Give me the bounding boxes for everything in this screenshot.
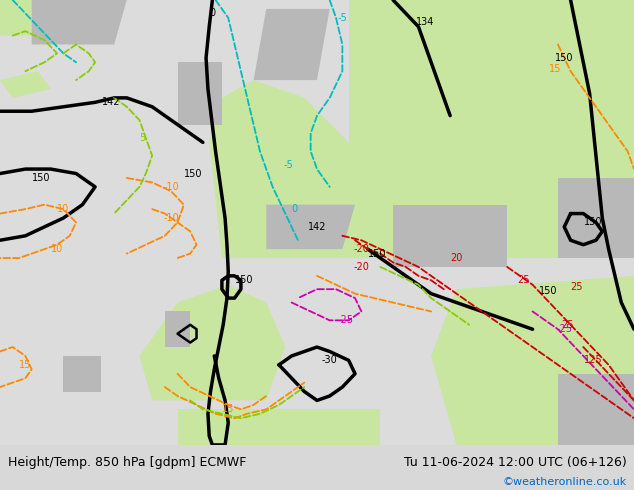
Text: 150: 150	[184, 169, 203, 178]
Text: 15: 15	[222, 404, 235, 415]
Text: -10: -10	[164, 213, 179, 223]
Text: 150: 150	[235, 275, 254, 285]
Text: -5: -5	[283, 160, 294, 170]
Polygon shape	[178, 62, 222, 124]
Text: 150: 150	[583, 218, 602, 227]
Polygon shape	[393, 205, 507, 267]
Text: 150: 150	[368, 248, 387, 259]
Polygon shape	[254, 9, 330, 80]
Text: 134: 134	[416, 17, 434, 27]
Polygon shape	[0, 71, 51, 98]
Text: -25: -25	[337, 316, 354, 325]
Polygon shape	[431, 276, 634, 445]
Text: 142: 142	[307, 222, 327, 232]
Text: 5: 5	[139, 133, 146, 143]
Polygon shape	[165, 312, 190, 347]
Polygon shape	[209, 80, 380, 258]
Text: ©weatheronline.co.uk: ©weatheronline.co.uk	[502, 477, 626, 487]
Polygon shape	[558, 178, 634, 258]
Text: -5: -5	[337, 13, 347, 23]
Polygon shape	[266, 205, 355, 249]
Text: -25: -25	[556, 324, 573, 334]
Text: 15: 15	[548, 64, 561, 74]
Text: Height/Temp. 850 hPa [gdpm] ECMWF: Height/Temp. 850 hPa [gdpm] ECMWF	[8, 456, 246, 468]
Text: -10: -10	[164, 182, 179, 192]
Polygon shape	[139, 285, 285, 400]
Polygon shape	[178, 409, 380, 445]
Text: 25: 25	[571, 282, 583, 292]
Text: 10: 10	[51, 244, 63, 254]
Text: 150: 150	[555, 53, 574, 63]
Text: 15: 15	[19, 360, 32, 370]
Polygon shape	[495, 0, 634, 67]
Polygon shape	[0, 0, 82, 36]
Text: -20: -20	[353, 244, 370, 254]
Text: -20: -20	[353, 262, 370, 272]
Text: 0: 0	[292, 204, 298, 214]
Text: -30: -30	[322, 355, 337, 366]
Text: 20: 20	[450, 253, 463, 263]
Polygon shape	[63, 356, 101, 392]
Text: Tu 11-06-2024 12:00 UTC (06+126): Tu 11-06-2024 12:00 UTC (06+126)	[404, 456, 626, 468]
Text: 25: 25	[561, 320, 574, 330]
Polygon shape	[349, 0, 634, 258]
Text: 25: 25	[517, 275, 529, 285]
Text: 142: 142	[101, 98, 120, 107]
Polygon shape	[558, 374, 634, 445]
Text: 150: 150	[32, 173, 51, 183]
Text: 150: 150	[539, 287, 558, 296]
Text: 0: 0	[209, 8, 216, 18]
Polygon shape	[32, 0, 127, 45]
Text: 10: 10	[57, 204, 70, 214]
Text: 125: 125	[583, 355, 602, 366]
